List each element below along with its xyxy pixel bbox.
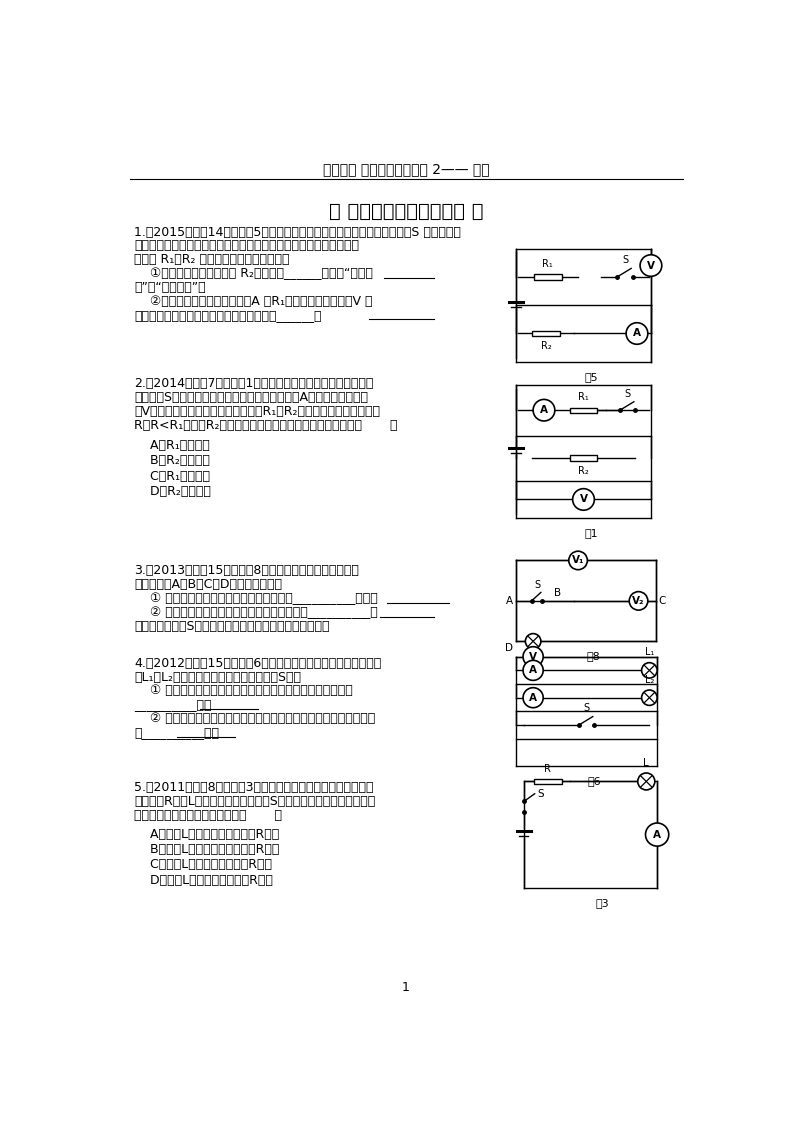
Text: 作。一段时间后，发现电路中至少有一个电表的示数变大，故障发生: 作。一段时间后，发现电路中至少有一个电表的示数变大，故障发生 xyxy=(134,239,359,252)
Text: 图3: 图3 xyxy=(596,898,609,908)
Bar xyxy=(532,331,560,337)
Circle shape xyxy=(533,399,555,421)
Circle shape xyxy=(573,489,594,511)
Bar xyxy=(569,456,597,461)
Text: L: L xyxy=(643,758,649,769)
Text: D．若灯L发光，则只有电阻R断路: D．若灯L发光，则只有电阻R断路 xyxy=(134,874,273,886)
Circle shape xyxy=(640,255,662,276)
Text: R₁: R₁ xyxy=(542,259,554,269)
Text: 是__________表。: 是__________表。 xyxy=(134,726,219,739)
Text: ② 在避免电源短路的情况下，若导线连接的是__________两: ② 在避免电源短路的情况下，若导线连接的是__________两 xyxy=(134,606,377,619)
Text: D．R₂可能断路: D．R₂可能断路 xyxy=(134,485,211,498)
Text: A: A xyxy=(529,665,537,675)
Text: S: S xyxy=(625,388,630,398)
Text: A: A xyxy=(653,829,661,839)
Text: S: S xyxy=(537,789,544,799)
Text: B．R₂一定断路: B．R₂一定断路 xyxy=(134,454,210,467)
Text: ① 若两灯均不发光，则三个电表中示数一定大于零的电表是: ① 若两灯均不发光，则三个电表中示数一定大于零的电表是 xyxy=(134,684,353,698)
Text: L₁: L₁ xyxy=(645,647,654,657)
Circle shape xyxy=(642,690,657,706)
Text: C: C xyxy=(659,596,666,606)
Text: L₂: L₂ xyxy=(645,674,654,684)
Text: V₁: V₁ xyxy=(572,555,584,565)
Text: 位置不变，下列判断中正确的是（       ）: 位置不变，下列判断中正确的是（ ） xyxy=(134,809,282,822)
Text: 示数不发生变化，电路中可能存在的故障是______。: 示数不发生变化，电路中可能存在的故障是______。 xyxy=(134,309,321,322)
Text: R₁: R₁ xyxy=(578,393,589,403)
Text: B: B xyxy=(554,588,561,598)
Text: 灯L₁、L₂可能出现了断路故障，闭合电键S后：: 灯L₁、L₂可能出现了断路故障，闭合电键S后： xyxy=(134,671,301,683)
Text: 【 一、电路故障分析判断 】: 【 一、电路故障分析判断 】 xyxy=(329,202,483,221)
Text: ①用一个完好的小灯替换 R₂后，小灯______（选填“一定发: ①用一个完好的小灯替换 R₂后，小灯______（选填“一定发 xyxy=(134,267,373,280)
Text: S: S xyxy=(534,580,540,590)
Text: A: A xyxy=(529,692,537,702)
Circle shape xyxy=(569,551,588,570)
Text: V: V xyxy=(580,495,588,505)
Text: 导线，连接A、B、C、D四点中的两点：: 导线，连接A、B、C、D四点中的两点： xyxy=(134,578,282,591)
Text: A．若灯L不发光，则只有电阻R短路: A．若灯L不发光，则只有电阻R短路 xyxy=(134,828,279,840)
Text: R: R xyxy=(545,764,551,774)
Text: 图8: 图8 xyxy=(587,651,600,661)
Text: ② 若两灯中有一灯不发光，则三个电表中示数一定大于零的的电表: ② 若两灯中有一灯不发光，则三个电表中示数一定大于零的的电表 xyxy=(134,712,375,725)
Text: 闭合电键S，电路正常工作。一段时间后，电流表A的示数变小，电压: 闭合电键S，电路正常工作。一段时间后，电流表A的示数变小，电压 xyxy=(134,392,368,404)
Text: B．若灯L不发光，则只有电阻R断路: B．若灯L不发光，则只有电阻R断路 xyxy=(134,843,279,856)
Text: V₂: V₂ xyxy=(632,596,645,606)
Text: S: S xyxy=(584,703,590,714)
Circle shape xyxy=(638,773,655,790)
Text: D: D xyxy=(505,643,513,653)
Text: R₂: R₂ xyxy=(578,466,589,476)
Text: 图6: 图6 xyxy=(588,776,601,787)
Text: A: A xyxy=(506,596,513,606)
Text: 2.（2014中考第7题）在图1所示的电路中，电源电压保持不变，: 2.（2014中考第7题）在图1所示的电路中，电源电压保持不变， xyxy=(134,377,374,390)
Text: A: A xyxy=(633,329,641,339)
Circle shape xyxy=(523,646,543,666)
Text: 1: 1 xyxy=(402,982,410,994)
Text: 由于电阻R、灯L可能出现了故障，电键S闭合前后，电流表指针所在的: 由于电阻R、灯L可能出现了故障，电键S闭合前后，电流表指针所在的 xyxy=(134,795,375,808)
Text: 1.（2015中考第14题）在图5所示的电路中，电源电压保持不变，闭合电键S 电路正常工: 1.（2015中考第14题）在图5所示的电路中，电源电压保持不变，闭合电键S 电… xyxy=(134,226,461,239)
Text: 点，则闭合电键S前后，电路中一个电表的示数始终为零。: 点，则闭合电键S前后，电路中一个电表的示数始终为零。 xyxy=(134,619,330,633)
Circle shape xyxy=(626,323,648,344)
Text: S: S xyxy=(622,256,628,265)
Text: R（R<R₁）替换R₂，替换前、后两电表的示数恰好不变，则（       ）: R（R<R₁）替换R₂，替换前、后两电表的示数恰好不变，则（ ） xyxy=(134,419,397,432)
Text: V: V xyxy=(529,652,537,662)
Circle shape xyxy=(646,824,668,846)
Text: __________表。: __________表。 xyxy=(134,698,212,711)
Circle shape xyxy=(523,661,543,680)
Text: V: V xyxy=(647,260,655,270)
Text: 5.（2011中考第8题）在图3所示的电路中，电源电压保持不变。: 5.（2011中考第8题）在图3所示的电路中，电源电压保持不变。 xyxy=(134,781,374,794)
Circle shape xyxy=(642,663,657,678)
Bar xyxy=(569,407,597,413)
Text: ① 为避免实验中电源短路，导线不能连接__________两点。: ① 为避免实验中电源短路，导线不能连接__________两点。 xyxy=(134,592,377,605)
Circle shape xyxy=(526,634,541,649)
Text: A．R₁一定断路: A．R₁一定断路 xyxy=(134,439,210,452)
Text: 光”或“可能发光”）: 光”或“可能发光”） xyxy=(134,280,205,294)
Text: 初三物理 近几届中考题精选 2—— 电路: 初三物理 近几届中考题精选 2—— 电路 xyxy=(323,163,489,176)
Text: 3.（2013中考第15题）在图8所示的电路中添加一根完好的: 3.（2013中考第15题）在图8所示的电路中添加一根完好的 xyxy=(134,564,359,578)
Text: 4.（2012中考第15题）在图6所示的电路中，电源电压保持不变。: 4.（2012中考第15题）在图6所示的电路中，电源电压保持不变。 xyxy=(134,656,381,670)
Circle shape xyxy=(629,591,648,610)
Text: C．若灯L发光，则只有电阻R短路: C．若灯L发光，则只有电阻R短路 xyxy=(134,858,272,872)
Text: 表V的示数不变。若故障只发生在电阻R₁、R₂上，用某完好的定值电阻: 表V的示数不变。若故障只发生在电阻R₁、R₂上，用某完好的定值电阻 xyxy=(134,405,380,417)
Text: C．R₁可能断路: C．R₁可能断路 xyxy=(134,470,210,482)
Text: 图1: 图1 xyxy=(584,528,598,539)
Text: ②在原故障电路中，将电流表A 与R₁位置互换后，电压表V 的: ②在原故障电路中，将电流表A 与R₁位置互换后，电压表V 的 xyxy=(134,295,373,307)
Circle shape xyxy=(523,688,543,708)
Text: A: A xyxy=(540,405,548,415)
Text: 在电阻 R₁、R₂ 上，其他元件仍保持完好。: 在电阻 R₁、R₂ 上，其他元件仍保持完好。 xyxy=(134,254,289,266)
Text: R₂: R₂ xyxy=(541,341,551,351)
Bar xyxy=(534,274,561,279)
Text: 图5: 图5 xyxy=(584,371,598,381)
Bar xyxy=(534,779,561,784)
